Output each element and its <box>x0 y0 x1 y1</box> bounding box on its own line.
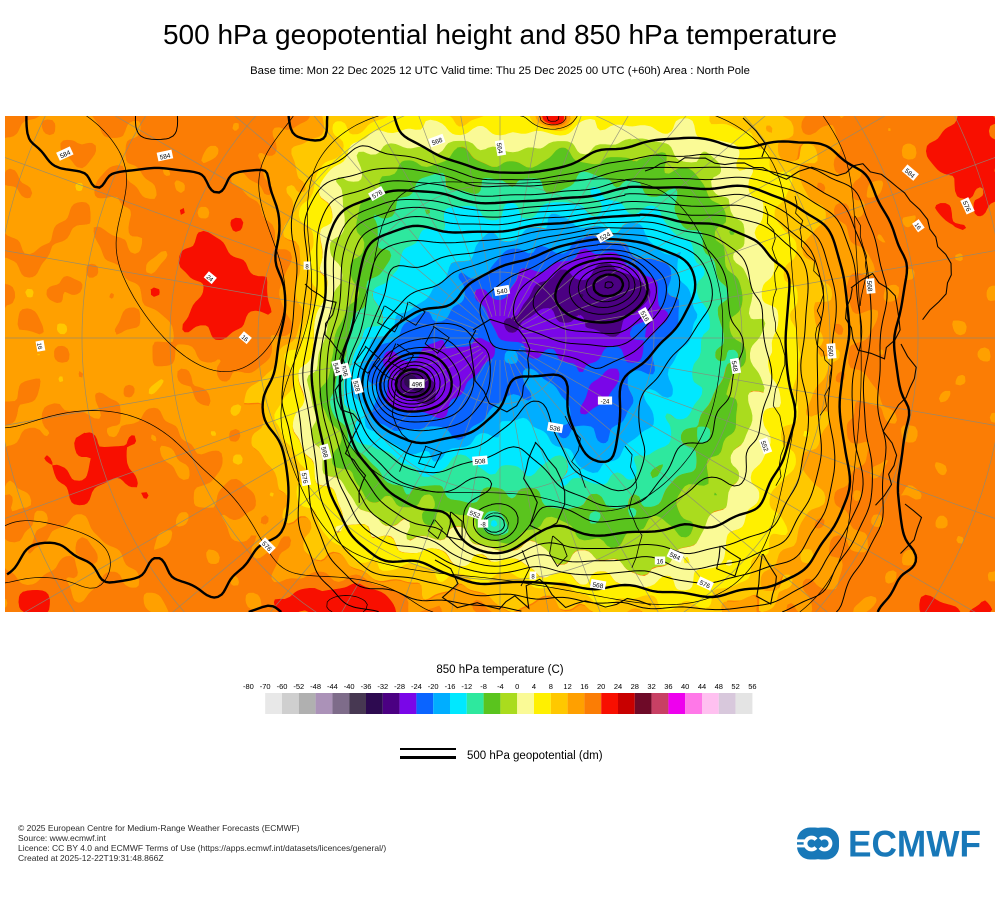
svg-text:20: 20 <box>597 682 605 691</box>
svg-text:-32: -32 <box>377 682 388 691</box>
svg-text:524: 524 <box>599 231 612 243</box>
svg-text:576: 576 <box>300 472 309 484</box>
svg-text:496: 496 <box>412 382 423 389</box>
svg-text:16: 16 <box>240 335 249 344</box>
svg-text:-36: -36 <box>361 682 372 691</box>
svg-text:16: 16 <box>35 342 42 350</box>
svg-text:8: 8 <box>305 264 309 270</box>
svg-text:552: 552 <box>759 440 769 453</box>
svg-text:544: 544 <box>331 362 341 375</box>
svg-text:56: 56 <box>748 682 756 691</box>
svg-text:568: 568 <box>592 582 604 591</box>
svg-text:-40: -40 <box>344 682 355 691</box>
svg-text:536: 536 <box>339 365 349 378</box>
svg-text:36: 36 <box>664 682 672 691</box>
svg-text:548: 548 <box>730 360 739 372</box>
svg-text:-8: -8 <box>480 522 486 528</box>
svg-text:-70: -70 <box>260 682 271 691</box>
svg-text:-80: -80 <box>243 682 254 691</box>
svg-text:12: 12 <box>563 682 571 691</box>
svg-text:584: 584 <box>668 551 681 562</box>
svg-text:528: 528 <box>351 380 361 393</box>
svg-text:40: 40 <box>681 682 689 691</box>
svg-text:ECMWF: ECMWF <box>848 825 981 865</box>
svg-text:4: 4 <box>532 682 536 691</box>
svg-text:-44: -44 <box>327 682 338 691</box>
svg-text:540: 540 <box>496 288 508 297</box>
svg-text:8: 8 <box>549 682 553 691</box>
svg-text:24: 24 <box>205 275 214 284</box>
svg-text:-28: -28 <box>394 682 405 691</box>
svg-text:52: 52 <box>731 682 739 691</box>
svg-text:568: 568 <box>319 446 329 459</box>
svg-text:-24: -24 <box>601 399 610 405</box>
svg-text:560: 560 <box>826 345 834 357</box>
svg-text:-16: -16 <box>445 682 456 691</box>
svg-text:-60: -60 <box>277 682 288 691</box>
svg-text:568: 568 <box>431 137 444 147</box>
svg-text:0: 0 <box>515 682 519 691</box>
svg-text:-12: -12 <box>461 682 472 691</box>
svg-text:-8: -8 <box>480 682 487 691</box>
svg-text:-52: -52 <box>293 682 304 691</box>
svg-text:584: 584 <box>59 149 72 160</box>
svg-text:536: 536 <box>549 425 561 434</box>
svg-text:16: 16 <box>913 222 922 231</box>
svg-text:28: 28 <box>631 682 639 691</box>
svg-text:-20: -20 <box>428 682 439 691</box>
svg-text:576: 576 <box>961 200 972 213</box>
svg-text:16: 16 <box>657 559 664 565</box>
svg-text:32: 32 <box>647 682 655 691</box>
svg-text:-48: -48 <box>310 682 321 691</box>
svg-text:568: 568 <box>865 280 873 292</box>
svg-text:44: 44 <box>698 682 706 691</box>
svg-text:516: 516 <box>638 310 650 323</box>
svg-text:576: 576 <box>371 189 384 201</box>
svg-text:16: 16 <box>580 682 588 691</box>
svg-text:-24: -24 <box>411 682 422 691</box>
svg-text:48: 48 <box>715 682 723 691</box>
svg-text:508: 508 <box>474 458 486 466</box>
svg-text:-4: -4 <box>497 682 504 691</box>
svg-text:576: 576 <box>698 579 711 590</box>
svg-text:8: 8 <box>531 574 535 580</box>
svg-text:552: 552 <box>468 510 481 520</box>
svg-text:24: 24 <box>614 682 622 691</box>
svg-text:564: 564 <box>495 142 504 154</box>
svg-text:584: 584 <box>159 152 171 161</box>
